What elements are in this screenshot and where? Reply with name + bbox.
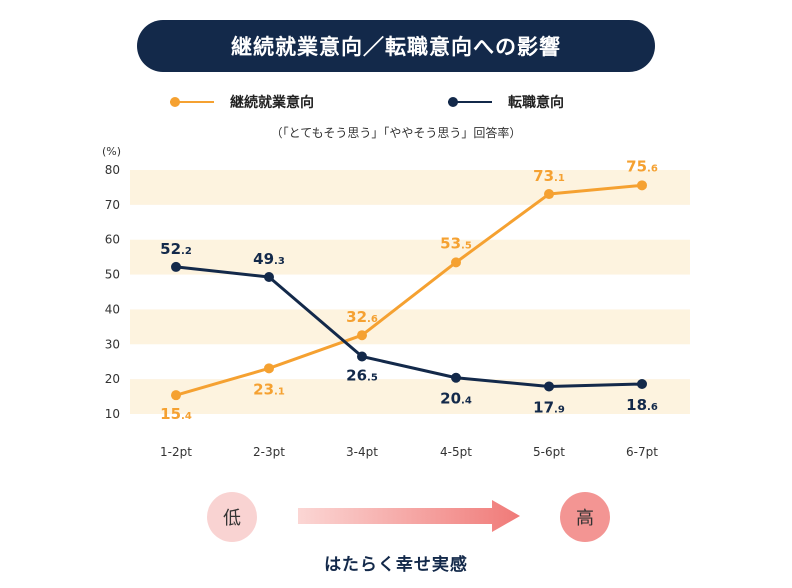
data-point (451, 372, 461, 383)
y-tick-label: 30 (105, 337, 120, 351)
grid-band (130, 309, 690, 345)
data-label: 49.3 (253, 250, 285, 268)
legend-label-continue: 継続就業意向 (230, 95, 314, 111)
y-axis-unit: (%) (102, 145, 121, 158)
legend-label-jobchange: 転職意向 (508, 95, 564, 111)
data-point (357, 330, 367, 341)
data-label: 18.6 (626, 396, 658, 414)
data-point (357, 351, 367, 362)
data-label: 23.1 (253, 380, 285, 398)
chart-title: 継続就業意向／転職意向への影響 (137, 20, 655, 72)
data-point (637, 180, 647, 191)
x-scale-caption: はたらく幸せ実感 (324, 555, 468, 575)
data-point (171, 390, 181, 401)
x-tick-label: 1-2pt (160, 445, 192, 459)
y-tick-label: 40 (105, 302, 120, 316)
grid-band (130, 239, 690, 275)
data-label: 32.6 (346, 308, 378, 326)
x-tick-label: 5-6pt (533, 445, 565, 459)
data-label: 75.6 (626, 157, 658, 175)
y-tick-label: 60 (105, 233, 120, 247)
legend-item-continue: 継続就業意向 (170, 92, 314, 112)
data-label: 26.5 (346, 366, 378, 384)
x-tick-label: 4-5pt (440, 445, 472, 459)
x-tick-label: 2-3pt (253, 445, 285, 459)
data-label: 53.5 (440, 234, 472, 252)
chart-subtitle: （「とてもそう思う」「ややそう思う」回答率） (270, 126, 522, 140)
legend-swatch-continue (170, 96, 214, 108)
y-tick-label: 10 (105, 407, 120, 421)
legend-swatch-jobchange (448, 96, 492, 108)
y-tick-label: 50 (105, 268, 120, 282)
data-label: 15.4 (160, 405, 192, 423)
y-tick-label: 20 (105, 372, 120, 386)
x-tick-label: 6-7pt (626, 445, 658, 459)
data-point (264, 272, 274, 283)
data-label: 20.4 (440, 390, 472, 408)
scale-arrow-icon (298, 500, 520, 532)
high-scale-circle: 高 (560, 492, 610, 542)
data-point (171, 261, 181, 272)
x-tick-label: 3-4pt (346, 445, 378, 459)
grid-band (130, 170, 690, 205)
legend-item-jobchange: 転職意向 (448, 92, 564, 112)
data-point (264, 363, 274, 374)
data-label: 17.9 (533, 398, 565, 416)
data-point (637, 379, 647, 390)
data-label: 52.2 (160, 240, 192, 258)
data-label: 73.1 (533, 167, 565, 185)
y-tick-label: 80 (105, 163, 120, 177)
low-scale-circle: 低 (207, 492, 257, 542)
series-line-0 (175, 183, 643, 397)
series-line-1 (175, 265, 643, 388)
data-point (544, 381, 554, 392)
line-chart: 10 20 30 40 50 60 70 80 (%) 1-2pt 2-3pt 3-4pt 4-5pt 5… (102, 145, 690, 459)
y-tick-label: 70 (105, 198, 120, 212)
data-point (544, 189, 554, 200)
data-point (451, 257, 461, 268)
